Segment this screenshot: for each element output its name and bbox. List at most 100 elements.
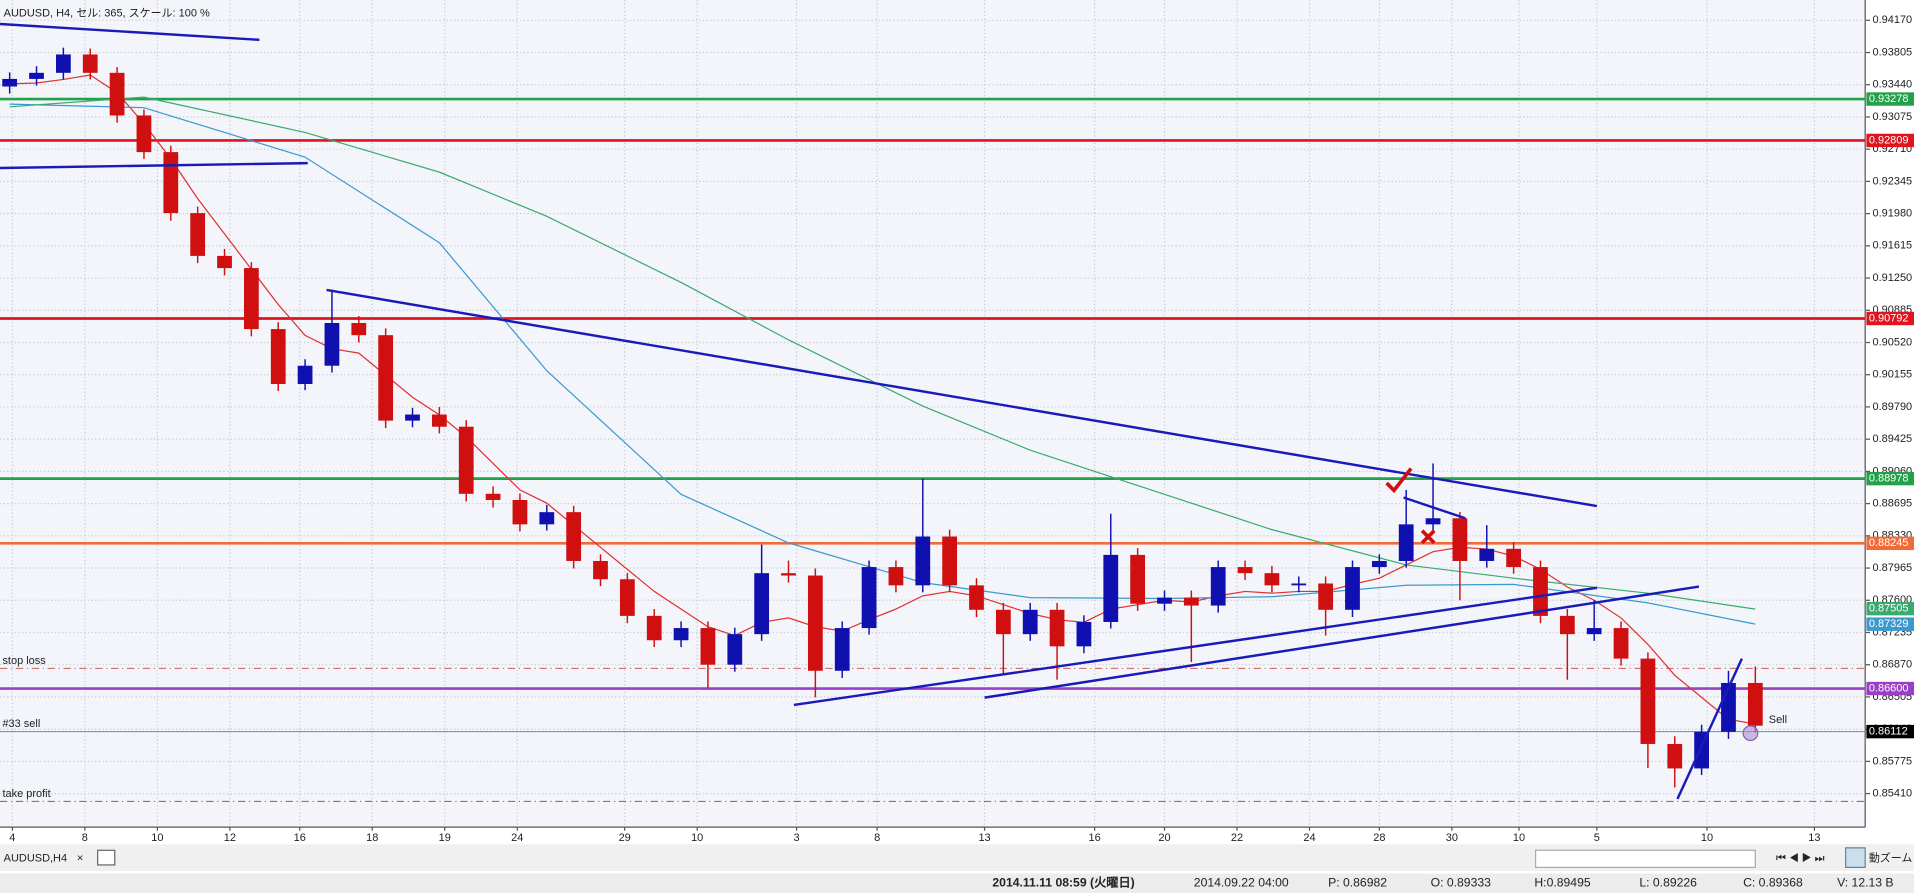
candle-body	[1076, 621, 1092, 647]
zoom-icon[interactable]	[1845, 847, 1866, 868]
x-tick-label: 13	[978, 832, 990, 844]
scroll-buttons[interactable]: ⏮ ◀ ▶ ⏭	[1776, 853, 1825, 865]
candle-body	[1291, 583, 1307, 586]
y-tick-label: 0.90155	[1872, 369, 1912, 381]
plot: Sell	[0, 0, 1866, 828]
x-tick-label: 19	[439, 832, 451, 844]
candle-body	[1506, 548, 1522, 568]
candle-body	[1613, 628, 1629, 659]
x-tick-label: 10	[151, 832, 163, 844]
candle-body	[485, 493, 501, 500]
level-tag-bg	[1866, 536, 1914, 551]
ma-tag: 0.87505	[1869, 603, 1909, 615]
candle-body	[1237, 567, 1253, 574]
candle-body	[781, 573, 796, 576]
level-tag-bg	[1866, 92, 1914, 106]
y-tick-label: 0.85410	[1872, 787, 1912, 799]
status-item: 2014.09.22 04:00	[1194, 875, 1289, 889]
tab-icon[interactable]	[97, 849, 116, 866]
level-tag: 0.93278	[1869, 93, 1909, 105]
y-tick-label: 0.92345	[1872, 175, 1912, 187]
y-tick-label: 0.85775	[1872, 755, 1912, 767]
candle-body	[727, 634, 743, 665]
candle-body	[351, 322, 367, 336]
status-item: C: 0.89368	[1743, 875, 1803, 889]
x-tick-label: 4	[9, 832, 15, 844]
candle-body	[942, 536, 958, 586]
candle-body	[1049, 609, 1065, 647]
x-tick-label: 29	[619, 832, 631, 844]
x-tick-label: 24	[511, 832, 523, 844]
x-tick-label: 3	[794, 832, 800, 844]
level-tag: 0.86600	[1869, 682, 1909, 694]
trendline	[793, 586, 1598, 707]
candle-body	[270, 329, 286, 384]
candle-body	[700, 628, 716, 665]
trendline	[326, 288, 1598, 508]
candle-body	[378, 335, 394, 421]
y-tick-label: 0.86870	[1872, 659, 1912, 671]
candle-body	[1157, 597, 1172, 604]
moving-average	[9, 96, 1756, 610]
candle-body	[1640, 658, 1656, 744]
status-item: P: 0.86982	[1328, 875, 1387, 889]
price-tag: 0.86112	[1869, 726, 1908, 738]
marker-label: Sell	[1769, 714, 1787, 726]
x-tick-label: 16	[1089, 832, 1101, 844]
candle-body	[163, 152, 179, 214]
level-tag: 0.88245	[1869, 537, 1909, 549]
y-tick-label: 0.90885	[1872, 304, 1912, 316]
level-tag-bg	[1866, 471, 1914, 486]
x-tick-label: 5	[1594, 832, 1600, 844]
status-bar	[0, 873, 1914, 893]
y-tick-label: 0.90520	[1872, 336, 1912, 348]
candle-body	[673, 628, 689, 641]
y-tick-label: 0.89425	[1872, 433, 1912, 445]
candle-body	[82, 54, 98, 73]
candle-body	[431, 414, 447, 427]
y-tick-label: 0.91615	[1872, 240, 1912, 252]
candle-body	[1667, 743, 1683, 769]
price-tag-bg	[1866, 724, 1914, 739]
tab-close[interactable]: ×	[77, 853, 83, 865]
candle-body	[888, 567, 904, 586]
status-item: L: 0.89226	[1639, 875, 1697, 889]
x-tick-label: 24	[1303, 832, 1315, 844]
candle-body	[217, 255, 232, 269]
trendline	[0, 22, 260, 42]
scrollbar[interactable]	[1534, 849, 1756, 868]
status-items: 2014.11.11 08:59 (火曜日) 2014.09.22 04:00 P:…	[992, 875, 1893, 889]
status-item: 2014.11.11 08:59 (火曜日)	[992, 875, 1134, 889]
x-tick-label: 13	[1808, 832, 1820, 844]
level-tag-bg	[1866, 681, 1914, 696]
level-tag-bg	[1866, 133, 1914, 148]
y-tick-label: 0.86505	[1872, 691, 1912, 703]
candle-body	[754, 573, 770, 635]
candle-body	[1559, 615, 1575, 635]
candle-body	[593, 560, 608, 580]
candle-body	[539, 512, 555, 525]
x-tick-label: 16	[294, 832, 306, 844]
order-label: stop loss	[2, 655, 46, 667]
candle-body	[834, 628, 850, 671]
zoom-button[interactable]: 動ズーム	[1869, 851, 1913, 865]
y-tick-label: 0.93440	[1872, 79, 1912, 91]
candle-body	[995, 609, 1011, 635]
candle-body	[1371, 560, 1387, 568]
status-item: H:0.89495	[1534, 875, 1590, 889]
trendline	[1676, 658, 1744, 800]
candle-body	[1398, 524, 1414, 561]
x-tick-label: 10	[1513, 832, 1525, 844]
candle-body	[969, 585, 984, 610]
x-tick-label: 8	[874, 832, 880, 844]
level-tag-bg	[1866, 311, 1914, 326]
candle-body	[1103, 554, 1119, 622]
tab-label[interactable]: AUDUSD,H4	[4, 853, 67, 865]
y-tick-label: 0.89790	[1872, 401, 1912, 413]
candle-body	[1210, 567, 1226, 606]
y-tick-label: 0.87235	[1872, 626, 1912, 638]
candle-body	[1264, 573, 1280, 586]
candle-body	[619, 579, 635, 616]
chart-title: AUDUSD, H4, セル: 365, スケール: 100 %	[4, 6, 210, 19]
